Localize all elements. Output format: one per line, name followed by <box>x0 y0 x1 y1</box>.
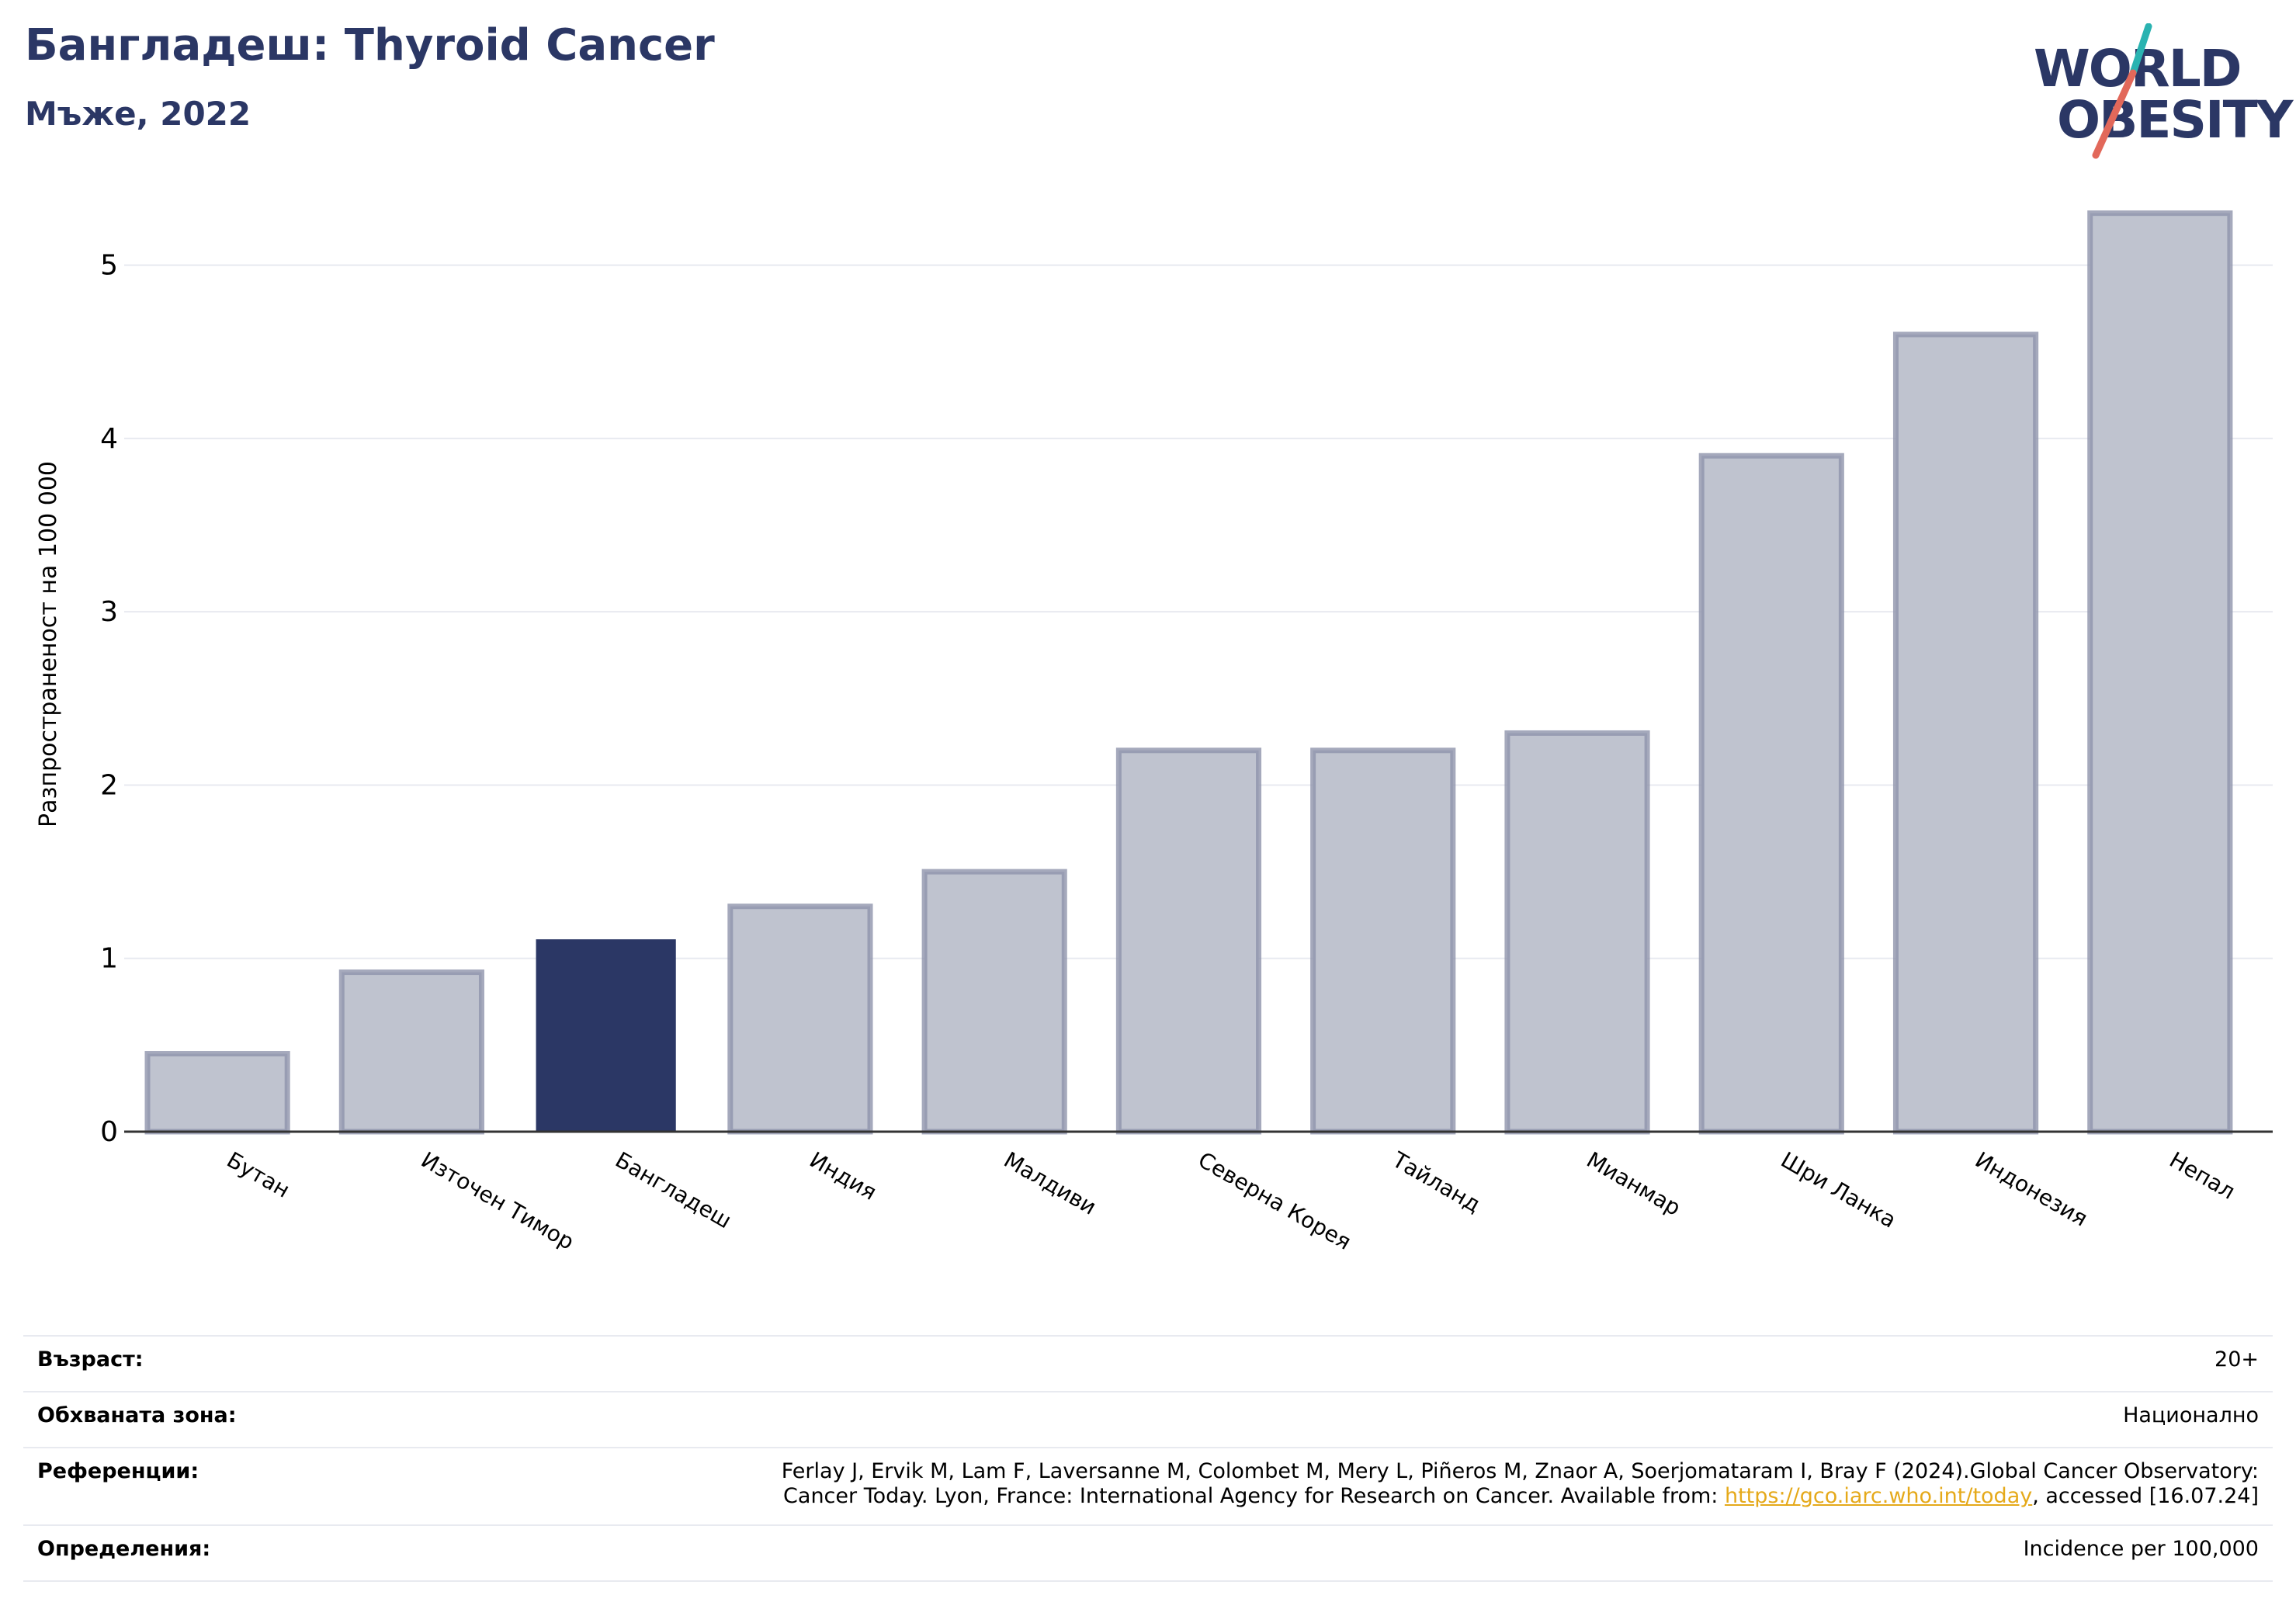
x-tick-label: Северна Корея <box>1194 1146 1355 1254</box>
bar-7 <box>1310 747 1456 1135</box>
references-value: Ferlay J, Ervik M, Lam F, Laversanne M, … <box>782 1459 2259 1509</box>
bar-chart: 0 1 2 3 4 5 Бутан Източен Тимор Бангладеш Индия М… <box>35 210 2273 1255</box>
x-tick-label: Мианмар <box>1583 1146 1685 1221</box>
chart-title: Бангладеш: Thyroid Cancer <box>25 20 715 71</box>
x-tick-labels: Бутан Източен Тимор Бангладеш Индия Малдиви С… <box>223 1146 2240 1255</box>
bar-10 <box>1892 331 2039 1135</box>
bar-5 <box>921 869 1067 1135</box>
bar-4 <box>727 903 873 1135</box>
y-tick-label: 2 <box>100 769 118 801</box>
references-line-1: Ferlay J, Ervik M, Lam F, Laversanne M, … <box>781 1459 2259 1483</box>
bars <box>144 210 2233 1135</box>
definitions-label: Определения: <box>37 1537 211 1561</box>
age-value: 20+ <box>2214 1347 2259 1372</box>
chart-subtitle: Мъже, 2022 <box>25 95 251 133</box>
world-obesity-logo: WORLD OBESITY <box>2024 23 2293 163</box>
bar-9 <box>1698 453 1844 1135</box>
references-line-2-post: , accessed [16.07.24] <box>2032 1484 2259 1508</box>
x-tick-label: Бутан <box>223 1146 294 1202</box>
y-tick-label: 3 <box>100 596 118 628</box>
info-table: Възраст: 20+ Обхваната зона: Национално … <box>23 1335 2273 1582</box>
info-row-references: Референции: Ferlay J, Ervik M, Lam F, La… <box>23 1447 2273 1524</box>
coverage-label: Обхваната зона: <box>37 1403 237 1427</box>
y-axis-label: Разпространеност на 100 000 <box>35 461 62 827</box>
references-label: Референции: <box>37 1459 199 1483</box>
x-tick-label: Малдиви <box>1000 1146 1101 1219</box>
bar-1 <box>144 1051 290 1135</box>
age-label: Възраст: <box>37 1347 144 1372</box>
bar-6 <box>1115 747 1262 1135</box>
y-tick-label: 4 <box>100 423 118 455</box>
logo-text-obesity: OBESITY <box>2057 90 2293 150</box>
x-tick-label: Шри Ланка <box>1777 1146 1901 1233</box>
bar-8 <box>1504 730 1650 1135</box>
x-tick-label: Бангладеш <box>611 1146 736 1233</box>
coverage-value: Национално <box>2123 1403 2259 1427</box>
y-tick-label: 1 <box>100 943 118 975</box>
x-tick-label: Индонезия <box>1971 1146 2092 1231</box>
bar-2 <box>338 969 484 1135</box>
x-tick-label: Непал <box>2165 1146 2239 1204</box>
x-tick-label: Тайланд <box>1387 1146 1485 1218</box>
y-tick-labels: 0 1 2 3 4 5 <box>100 250 118 1148</box>
logo-slash-icon <box>2092 23 2152 159</box>
y-tick-label: 0 <box>100 1116 118 1148</box>
y-tick-label: 5 <box>100 250 118 282</box>
x-tick-label: Източен Тимор <box>417 1146 578 1254</box>
info-row-age: Възраст: 20+ <box>23 1335 2273 1391</box>
info-row-definitions: Определения: Incidence per 100,000 <box>23 1524 2273 1582</box>
x-tick-label: Индия <box>805 1146 881 1205</box>
info-row-coverage: Обхваната зона: Национално <box>23 1391 2273 1447</box>
bar-3 <box>536 939 676 1132</box>
bar-11 <box>2087 210 2233 1135</box>
definitions-value: Incidence per 100,000 <box>2023 1537 2259 1561</box>
references-link[interactable]: https://gco.iarc.who.int/today <box>1724 1484 2033 1508</box>
references-line-2-pre: Cancer Today. Lyon, France: Internationa… <box>783 1484 1725 1508</box>
